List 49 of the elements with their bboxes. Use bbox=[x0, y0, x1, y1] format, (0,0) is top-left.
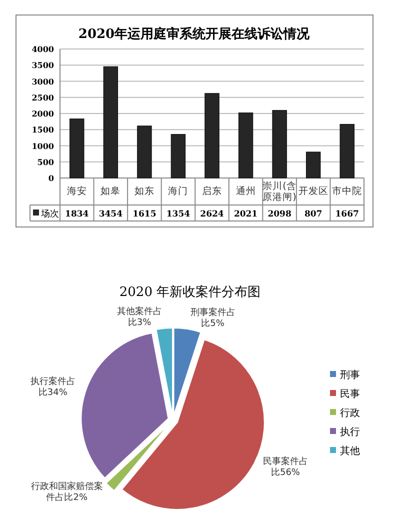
x-tick-label: 海安 bbox=[66, 185, 88, 199]
chart-title: 2020 年新收案件分布图 bbox=[119, 284, 261, 300]
y-tick-label: 1500 bbox=[32, 124, 54, 135]
y-tick-label: 3500 bbox=[32, 60, 54, 70]
data-label: 807 bbox=[304, 210, 322, 220]
x-tick-label: 崇川(含原港闸) bbox=[262, 180, 296, 204]
bar bbox=[103, 66, 118, 178]
bar bbox=[272, 110, 287, 178]
data-label: 3454 bbox=[98, 210, 123, 220]
data-label: 1834 bbox=[65, 210, 89, 220]
data-label: 执行案件占比34% bbox=[29, 376, 76, 399]
y-tick-label: 0 bbox=[48, 173, 54, 183]
x-tick-label: 启东 bbox=[200, 185, 223, 199]
x-tick-label: 市中院 bbox=[331, 185, 364, 199]
chart-title: 2020年运用庭审系统开展在线诉讼情况 bbox=[78, 26, 311, 42]
data-label: 2624 bbox=[200, 210, 224, 220]
legend-label: 其他 bbox=[340, 445, 360, 457]
x-tick-label: 海门 bbox=[167, 185, 190, 199]
data-label: 其他案件占比3% bbox=[116, 307, 163, 330]
legend-label: 民事 bbox=[340, 388, 360, 400]
bar bbox=[306, 152, 321, 178]
data-label: 2098 bbox=[268, 210, 292, 220]
y-tick-label: 500 bbox=[37, 156, 54, 167]
x-tick-label: 开发区 bbox=[297, 185, 330, 199]
data-label: 1667 bbox=[335, 210, 360, 220]
legend-label: 刑事 bbox=[340, 369, 360, 381]
legend-label: 场次 bbox=[40, 208, 59, 220]
y-tick-label: 4000 bbox=[32, 44, 54, 54]
data-label: 1354 bbox=[166, 210, 190, 220]
y-tick-label: 1000 bbox=[32, 140, 54, 151]
data-label: 行政和国家赔偿案件占比2% bbox=[30, 482, 104, 504]
x-tick-label: 如东 bbox=[133, 185, 156, 199]
data-label: 2021 bbox=[234, 210, 258, 220]
legend-label: 行政 bbox=[340, 408, 360, 419]
bar bbox=[340, 124, 354, 178]
bar bbox=[137, 126, 152, 178]
data-label: 刑事案件占比5% bbox=[189, 308, 236, 330]
legend-label: 执行 bbox=[340, 426, 360, 438]
bar bbox=[204, 93, 220, 178]
x-tick-label: 通州 bbox=[234, 185, 257, 199]
data-label: 1615 bbox=[132, 210, 156, 220]
y-tick-label: 2000 bbox=[32, 108, 54, 118]
x-tick-label: 如皋 bbox=[100, 185, 122, 199]
data-label: 民事案件占比56% bbox=[262, 456, 309, 479]
y-tick-label: 2500 bbox=[32, 92, 54, 102]
bar bbox=[70, 118, 84, 178]
y-tick-label: 3000 bbox=[32, 76, 54, 86]
bar bbox=[238, 112, 254, 178]
bar bbox=[170, 134, 186, 178]
